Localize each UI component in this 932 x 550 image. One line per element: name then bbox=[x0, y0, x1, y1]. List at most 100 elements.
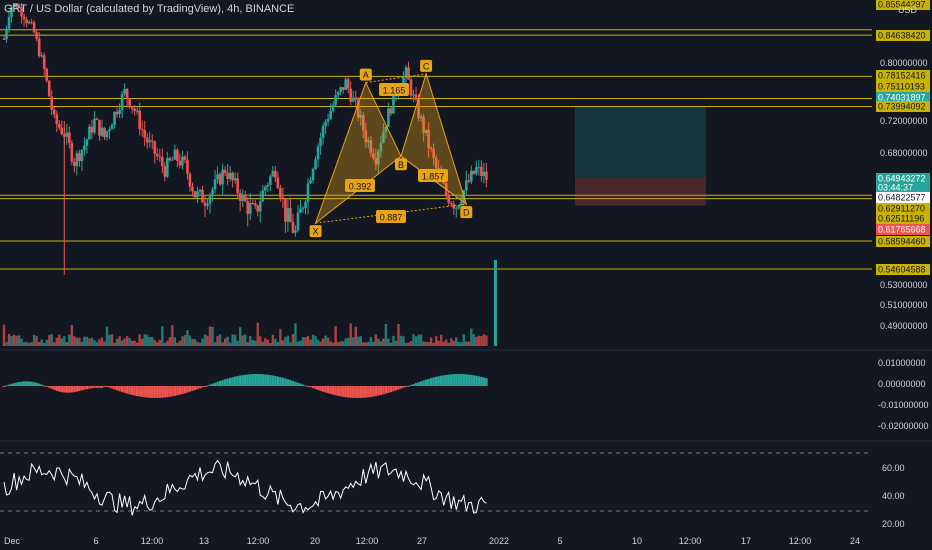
macd-bar bbox=[178, 386, 182, 395]
candle-body bbox=[198, 189, 202, 192]
macd-bar bbox=[35, 382, 38, 386]
volume-bar bbox=[354, 326, 357, 346]
volume-bar bbox=[422, 341, 425, 346]
macd-bar bbox=[339, 386, 342, 397]
macd-bar bbox=[105, 386, 109, 387]
macd-bar bbox=[377, 386, 380, 396]
volume-bar bbox=[83, 336, 86, 346]
macd-bar bbox=[259, 374, 262, 386]
volume-bar bbox=[244, 334, 247, 346]
volume-bar bbox=[246, 342, 249, 346]
macd-bar bbox=[40, 384, 43, 386]
volume-bar bbox=[188, 335, 192, 346]
macd-bar bbox=[186, 386, 189, 393]
candle-body bbox=[279, 188, 282, 198]
macd-bar bbox=[279, 377, 282, 386]
volume-bar bbox=[276, 342, 280, 346]
volume-bar bbox=[404, 342, 408, 346]
price-tag-label: 0.73994092 bbox=[878, 102, 926, 112]
volume-bar bbox=[434, 336, 438, 346]
macd-bar bbox=[352, 386, 355, 398]
candle-body bbox=[168, 158, 172, 161]
volume-bar bbox=[344, 338, 347, 346]
macd-bar bbox=[22, 381, 26, 386]
volume-bar bbox=[249, 336, 252, 346]
price-tag bbox=[876, 81, 930, 92]
pattern-ratio-badge bbox=[418, 169, 448, 182]
price-tag bbox=[876, 92, 930, 103]
macd-tick-label: 0.00000000 bbox=[878, 379, 926, 389]
candle-body bbox=[20, 6, 23, 17]
macd-bar bbox=[367, 386, 370, 398]
macd-bar bbox=[387, 386, 390, 393]
candle-body bbox=[186, 159, 189, 174]
candle-body bbox=[118, 110, 121, 114]
macd-bar bbox=[347, 386, 350, 398]
candle-body bbox=[314, 159, 317, 170]
volume-bar bbox=[130, 340, 134, 346]
price-tag bbox=[876, 182, 930, 193]
price-tag-label: 0.64943272 bbox=[878, 174, 926, 184]
macd-bar bbox=[103, 385, 106, 387]
macd-bar bbox=[336, 386, 340, 396]
macd-bar bbox=[392, 386, 395, 392]
candle-body bbox=[356, 99, 360, 118]
macd-bar bbox=[166, 386, 169, 398]
pattern-point-badge bbox=[359, 68, 372, 81]
macd-bar bbox=[379, 386, 383, 395]
macd-bar bbox=[78, 386, 81, 391]
macd-tick-label: -0.02000000 bbox=[878, 421, 929, 431]
macd-bar bbox=[118, 386, 121, 392]
macd-bar bbox=[113, 386, 116, 390]
volume-bar bbox=[279, 328, 282, 346]
candle-body bbox=[123, 88, 126, 94]
pattern-point-badge bbox=[420, 59, 433, 72]
volume-bar bbox=[309, 339, 312, 346]
macd-bar bbox=[465, 374, 468, 386]
pattern-ac-line bbox=[365, 73, 427, 84]
rsi-tick-label: 20.00 bbox=[882, 519, 905, 529]
volume-bar bbox=[412, 334, 415, 346]
candle-body bbox=[73, 161, 76, 166]
candle-body bbox=[459, 201, 463, 206]
macd-bar bbox=[63, 386, 66, 393]
volume-bar bbox=[55, 337, 58, 346]
candle-body bbox=[384, 126, 388, 132]
candle-body bbox=[83, 145, 86, 150]
pattern-point-badge bbox=[394, 158, 407, 171]
macd-bar bbox=[294, 381, 297, 386]
volume-bar bbox=[63, 336, 66, 346]
macd-bar bbox=[128, 386, 131, 395]
volume-bar bbox=[128, 338, 131, 346]
candle-body bbox=[404, 67, 408, 78]
volume-bar bbox=[369, 337, 373, 346]
volume-bar bbox=[151, 336, 154, 346]
price-tag-label: 0.64822577 bbox=[878, 193, 926, 203]
macd-bar bbox=[17, 382, 21, 386]
macd-bar bbox=[445, 374, 448, 386]
candle-body bbox=[233, 178, 237, 181]
volume-bar bbox=[409, 341, 413, 346]
candle-body bbox=[145, 137, 149, 143]
macd-bar bbox=[442, 375, 445, 386]
macd-bar bbox=[460, 374, 463, 386]
volume-bar bbox=[90, 337, 94, 346]
candle-body bbox=[432, 148, 435, 158]
volume-bar bbox=[75, 337, 79, 346]
candle-body bbox=[55, 114, 59, 125]
price-tick-label: 0.80000000 bbox=[880, 58, 928, 68]
candle-body bbox=[424, 129, 428, 134]
macd-bar bbox=[191, 386, 194, 391]
volume-bar bbox=[27, 342, 31, 346]
volume-bar bbox=[485, 335, 488, 346]
volume-bar bbox=[158, 339, 161, 346]
volume-bar bbox=[153, 339, 156, 346]
macd-bar bbox=[15, 382, 18, 386]
macd-bar bbox=[203, 386, 207, 387]
volume-bar bbox=[442, 341, 445, 346]
volume-bar bbox=[480, 336, 483, 346]
candle-body bbox=[148, 140, 152, 143]
macd-bar bbox=[447, 374, 450, 386]
macd-bar bbox=[256, 374, 259, 386]
